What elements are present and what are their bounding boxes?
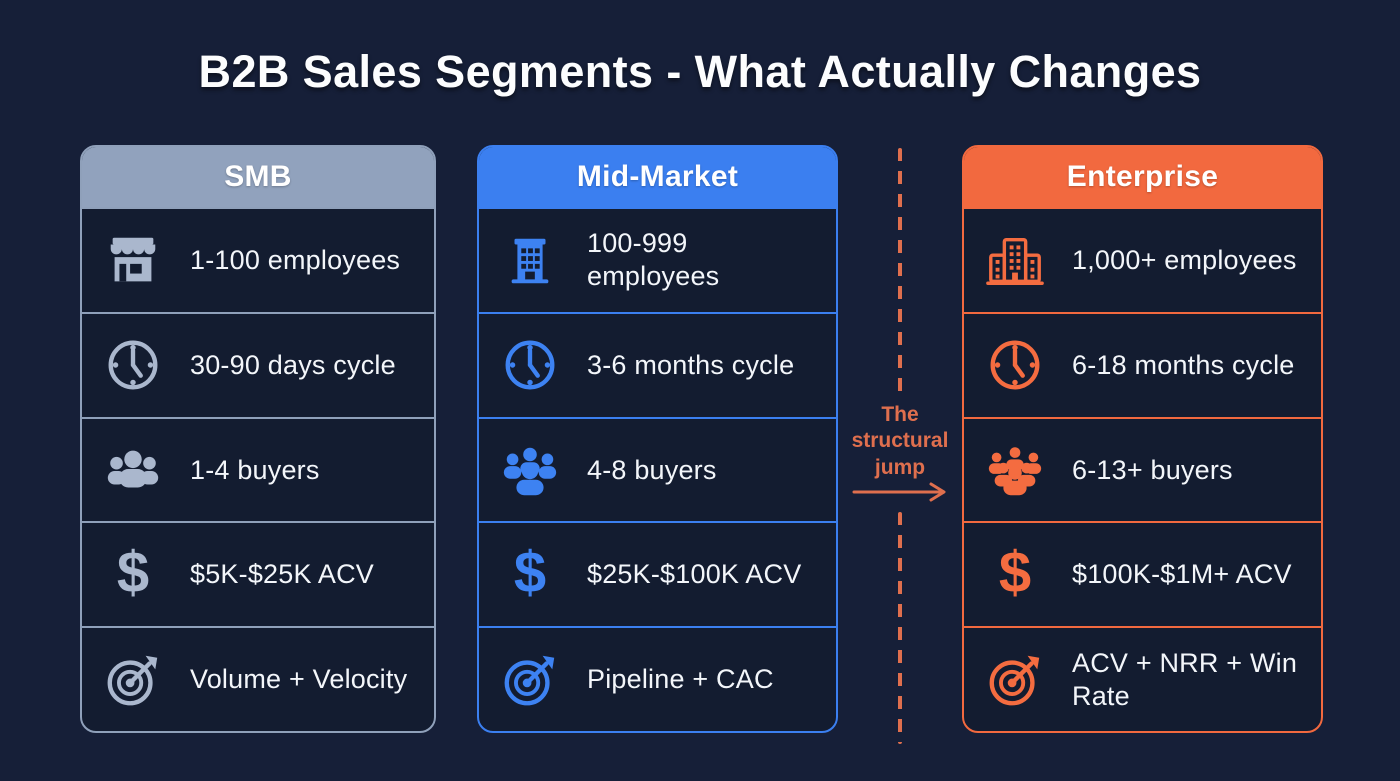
mid-market-cycle-label: 3-6 months cycle [587, 349, 795, 380]
enterprise-employees-label: 1,000+ employees [1072, 244, 1297, 275]
buyers-icon [102, 439, 164, 501]
divider-dashed-line-bottom [898, 512, 902, 744]
divider-dashed-line-top [898, 148, 902, 398]
smb-metric-label: Volume + Velocity [190, 664, 408, 695]
smb-row-acv: $ $5K-$25K ACV [82, 521, 434, 626]
enterprise-row-employees: 1,000+ employees [964, 207, 1321, 312]
enterprise-acv-label: $100K-$1M+ ACV [1072, 559, 1292, 590]
enterprise-row-cycle: 6-18 months cycle [964, 311, 1321, 417]
target-icon [102, 649, 164, 711]
mid-market-metric-label: Pipeline + CAC [587, 664, 774, 695]
mid-market-row-employees: 100-999 employees [479, 207, 836, 312]
smb-row-cycle: 30-90 days cycle [82, 311, 434, 417]
enterprise-cycle-label: 6-18 months cycle [1072, 349, 1295, 380]
smb-row-employees: 1-100 employees [82, 207, 434, 312]
clock-icon [499, 334, 561, 396]
dollar-icon: $ [513, 539, 547, 605]
mid-market-row-buyers: 4-8 buyers [479, 416, 836, 522]
enterprise-row-metric: ACV + NRR + Win Rate [964, 626, 1321, 731]
mid-market-row-metric: Pipeline + CAC [479, 626, 836, 731]
smb-column: SMB 1-100 employees 30-90 days cycle 1-4… [80, 145, 436, 733]
right-arrow-icon [851, 480, 949, 504]
enterprise-header: Enterprise [964, 147, 1321, 207]
structural-jump-line-1: The [881, 403, 919, 426]
enterprise-column: Enterprise 1,000+ employees 6-18 months … [962, 145, 1323, 733]
smb-header: SMB [82, 147, 434, 207]
buyers-icon [984, 439, 1046, 501]
storefront-icon [102, 229, 164, 291]
mid-market-column: Mid-Market 100-999 employees 3-6 months … [477, 145, 838, 733]
target-icon [984, 649, 1046, 711]
smb-acv-label: $5K-$25K ACV [190, 559, 375, 590]
mid-market-row-cycle: 3-6 months cycle [479, 311, 836, 417]
clock-icon [102, 334, 164, 396]
dollar-icon: $ [116, 539, 150, 605]
enterprise-row-buyers: 6-13+ buyers [964, 416, 1321, 522]
smb-buyers-label: 1-4 buyers [190, 454, 320, 485]
dollar-icon: $ [998, 539, 1032, 605]
enterprise-buyers-label: 6-13+ buyers [1072, 454, 1233, 485]
mid-market-employees-label: 100-999 employees [587, 228, 720, 292]
buildings-icon [984, 229, 1046, 291]
page-title: B2B Sales Segments - What Actually Chang… [198, 46, 1202, 97]
smb-row-metric: Volume + Velocity [82, 626, 434, 731]
buyers-icon [499, 439, 561, 501]
enterprise-metric-label: ACV + NRR + Win Rate [1072, 647, 1298, 711]
structural-jump-line-2: structural [851, 429, 949, 453]
mid-market-acv-label: $25K-$100K ACV [587, 559, 802, 590]
mid-market-buyers-label: 4-8 buyers [587, 454, 717, 485]
target-icon [499, 649, 561, 711]
clock-icon [984, 334, 1046, 396]
smb-row-buyers: 1-4 buyers [82, 416, 434, 522]
structural-jump-label: The structural jump [825, 402, 975, 481]
mid-market-header: Mid-Market [479, 147, 836, 207]
mid-market-row-acv: $ $25K-$100K ACV [479, 521, 836, 626]
structural-jump-line-3: jump [874, 455, 926, 479]
enterprise-row-acv: $ $100K-$1M+ ACV [964, 521, 1321, 626]
smb-cycle-label: 30-90 days cycle [190, 349, 396, 380]
smb-employees-label: 1-100 employees [190, 244, 401, 275]
building-icon [499, 229, 561, 291]
